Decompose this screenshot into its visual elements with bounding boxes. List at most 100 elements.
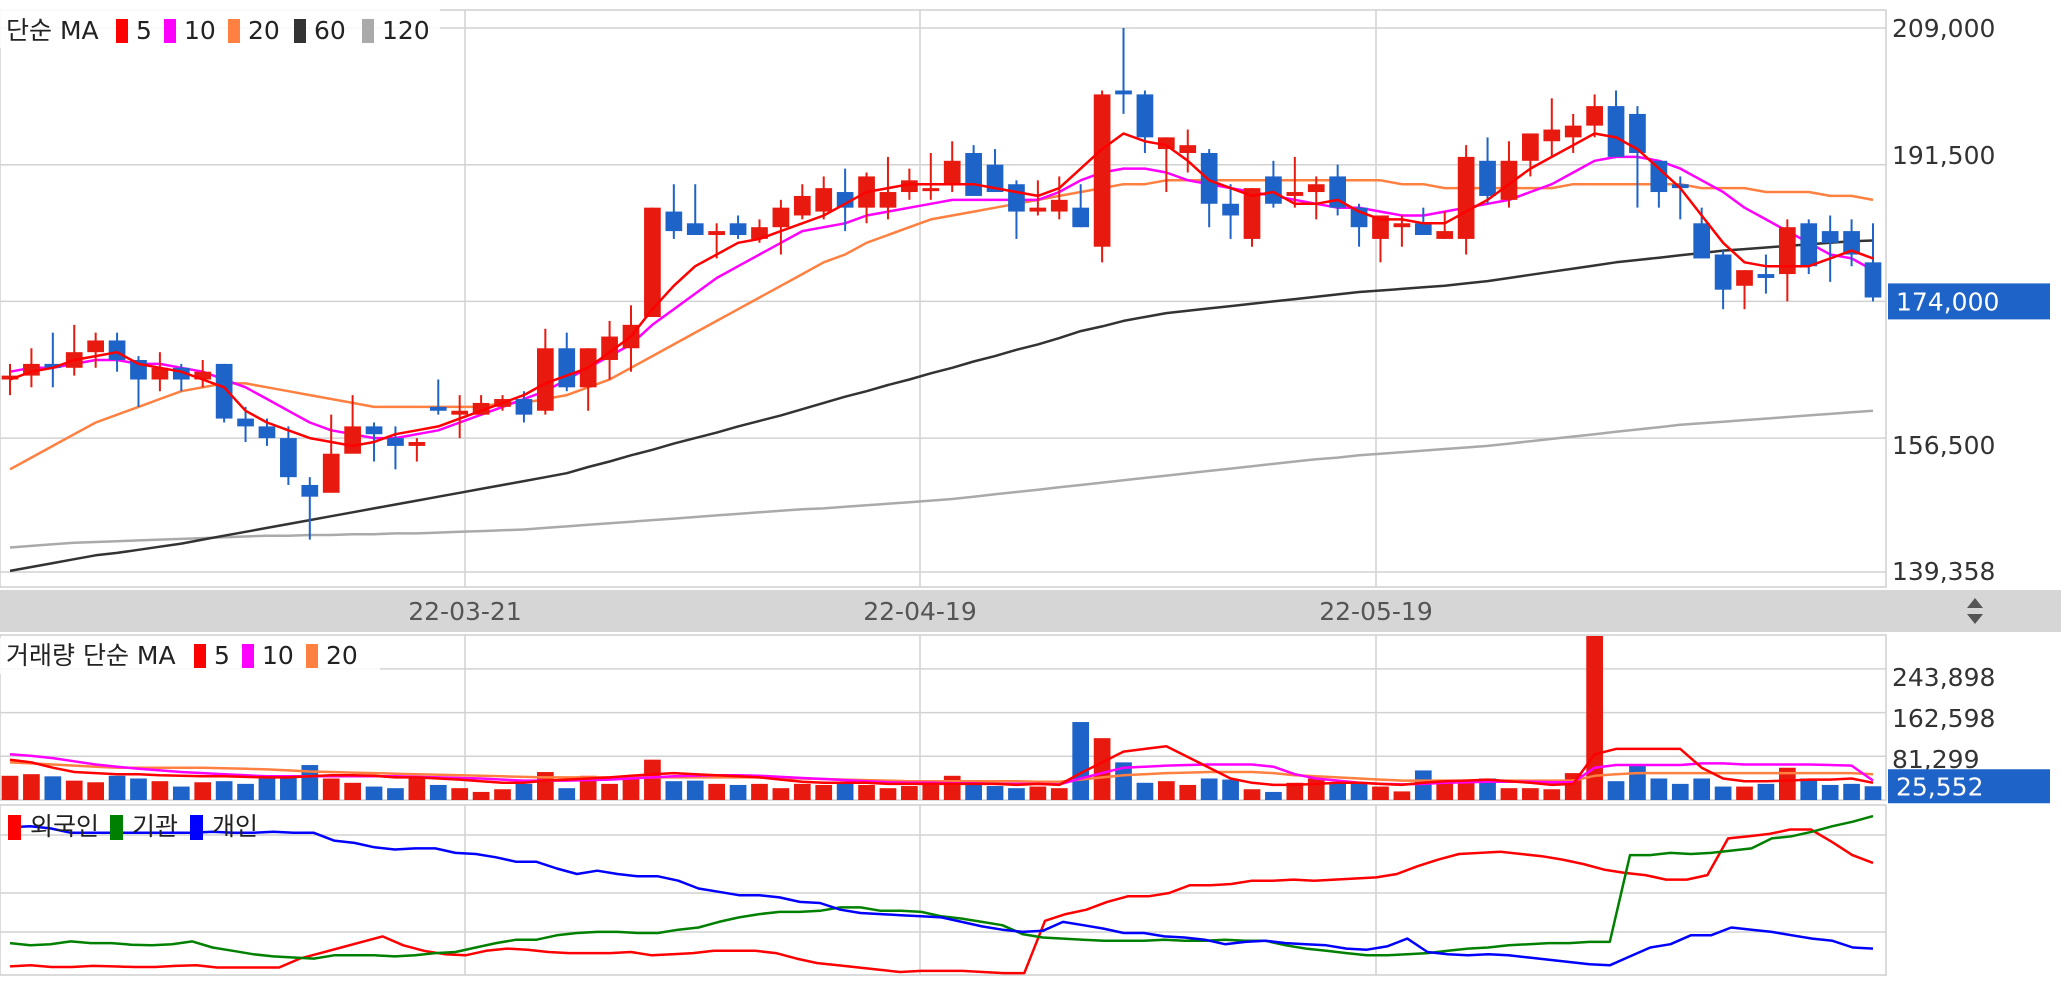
volume-bar [965,784,982,800]
volume-bar [879,788,897,800]
volume-bar [429,784,447,800]
volume-bar [1200,778,1218,800]
volume-bar [901,786,918,800]
candle-body [1050,199,1068,212]
candle-body [1543,129,1561,142]
candle-body [536,348,554,411]
volume-bar [1522,788,1539,800]
volume-bar [130,778,147,800]
volume-bar [1350,783,1368,800]
legend-swatch [116,19,128,43]
candle-body [215,363,233,419]
individual-line [9,824,1874,967]
candle-body [1522,133,1539,161]
legend-label: 20 [326,641,358,670]
volume-bar [344,782,361,800]
legend-label: 외국인 [30,812,99,841]
volume-bar [1243,789,1261,800]
candle-body [1757,274,1775,278]
legend-label: 기관 [132,812,178,841]
ma60-line [9,239,1874,573]
volume-bar [301,765,319,800]
resize-handle-icon[interactable] [1967,598,1983,624]
volume-bar [258,778,276,800]
legend-swatch [228,19,240,43]
ma120-series-line [9,409,1874,549]
volume-bar [986,786,1004,800]
volume-bar [1543,789,1561,800]
date-axis-band [0,590,2061,632]
volume-bar [1650,778,1668,800]
candle-body [1821,231,1839,243]
volume-bar [1093,738,1111,800]
volume-tick-label: 162,598 [1892,704,1995,733]
volume-bar [558,788,576,800]
volume-bar [1778,767,1796,800]
price-legend[interactable]: 단순 MA 5 10 20 60 120 [0,8,440,48]
volume-ma-lines [9,744,1874,787]
volume-bar [1372,786,1389,800]
candle-body [1586,106,1603,126]
legend-swatch [194,644,206,668]
candle-body [686,223,704,236]
volume-bar [108,775,126,800]
candle-body [1179,145,1197,153]
candle-body [558,348,576,388]
y-tick-label: 209,000 [1892,14,1995,43]
volume-bar [1265,791,1282,800]
candle-body [429,406,447,411]
volume-bar [172,786,190,800]
candle-body [1650,160,1668,193]
candle-body [1286,192,1304,196]
legend-swatch [362,19,374,43]
volume-bar [408,778,426,800]
volume-bar [515,783,533,800]
volume-bar [836,783,854,800]
legend-label: 120 [382,16,430,45]
candle-body [194,371,212,380]
legend-label: 10 [262,641,294,670]
volume-bar [1222,779,1239,800]
volume-bar [1500,788,1518,800]
volume-bar [451,788,469,800]
candle-body [965,152,982,196]
volume-tick-label: 81,299 [1892,745,1979,774]
candle-body [665,211,683,232]
investor-legend[interactable]: 외국인 기관 개인 [8,812,258,841]
candle-body [1564,125,1582,138]
volume-bar [729,784,747,800]
volume-bar [601,783,618,800]
candle-body [708,231,726,236]
candle-body [1714,254,1732,290]
legend-swatch [164,19,176,43]
volume-bar [1286,782,1304,800]
candle-body [1671,184,1689,189]
candle-body [515,399,533,415]
volume-bar [1693,778,1711,800]
volume-bar [387,788,404,800]
volume-bar [665,781,683,800]
candle-body [322,453,340,493]
volume-bar [1136,782,1154,800]
x-tick-label: 22-04-19 [863,597,976,626]
volume-bar [686,780,704,800]
legend-swatch [8,815,21,840]
volume-bar [708,783,726,800]
volume-bar [237,783,254,800]
volume-bar [579,775,597,800]
volume-bar [772,788,790,800]
volume-legend[interactable]: 거래량 단순 MA 5 10 20 [0,638,380,674]
candle-body [172,367,190,380]
candle-body [451,410,469,415]
candle-body [1372,215,1389,239]
volume-bar [1029,786,1047,800]
ma10-line [9,155,1874,440]
volume-bar [194,782,212,800]
candle-body [1222,203,1239,216]
candle-body [1093,94,1111,247]
legend-swatch [294,19,306,43]
candle-body [1479,160,1496,196]
volume-bar [1821,784,1839,800]
x-tick-label: 22-03-21 [408,597,521,626]
